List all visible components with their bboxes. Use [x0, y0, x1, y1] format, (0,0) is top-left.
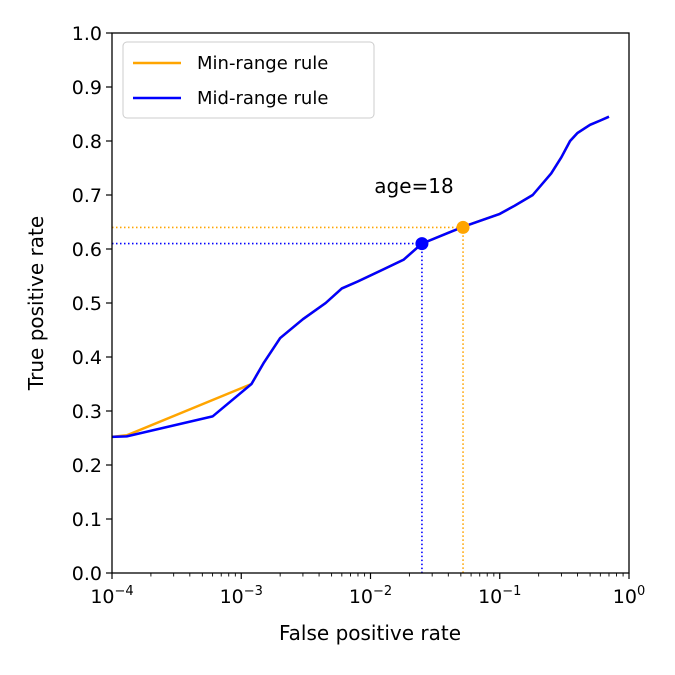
y-tick-label: 1.0: [72, 23, 102, 45]
marker-point: [415, 237, 429, 251]
y-tick-label: 0.8: [72, 131, 102, 153]
series-line: [111, 115, 610, 439]
legend-label-mid-range: Mid-range rule: [197, 88, 328, 109]
y-tick-label: 0.4: [72, 347, 102, 369]
x-axis-ticks: 10−4 10−3 10−2 10−1 100: [90, 573, 645, 608]
y-tick-label: 0.6: [72, 239, 102, 261]
x-tick-label: 10−4: [90, 584, 133, 608]
x-tick-label: 10−1: [478, 584, 521, 608]
series-lines: [111, 115, 610, 439]
reference-guides: [112, 226, 464, 573]
y-axis-ticks: 0.0 0.1 0.2 0.3 0.4 0.5 0.6 0.7 0.8 0.9 1.0: [72, 23, 112, 585]
x-tick-label: 100: [613, 584, 645, 608]
marker-point: [456, 220, 470, 234]
y-tick-label: 0.9: [72, 77, 102, 99]
plot-frame: [111, 32, 630, 574]
annotation-label: age=18: [374, 174, 453, 198]
legend-box: [122, 41, 375, 119]
y-tick-label: 0.3: [72, 401, 102, 423]
x-tick-label: 10−3: [220, 584, 263, 608]
series-line: [111, 115, 610, 439]
x-axis-label: False positive rate: [279, 621, 461, 645]
legend: Min-range rule Mid-range rule: [122, 41, 375, 119]
y-tick-label: 0.1: [72, 509, 102, 531]
y-axis-label: True positive rate: [24, 216, 48, 391]
legend-label-min-range: Min-range rule: [197, 53, 328, 74]
series-markers: [415, 220, 470, 251]
y-tick-label: 0.5: [72, 293, 102, 315]
y-tick-label: 0.7: [72, 185, 102, 207]
x-tick-label: 10−2: [349, 584, 392, 608]
y-tick-label: 0.2: [72, 455, 102, 477]
y-tick-label: 0.0: [72, 563, 102, 585]
